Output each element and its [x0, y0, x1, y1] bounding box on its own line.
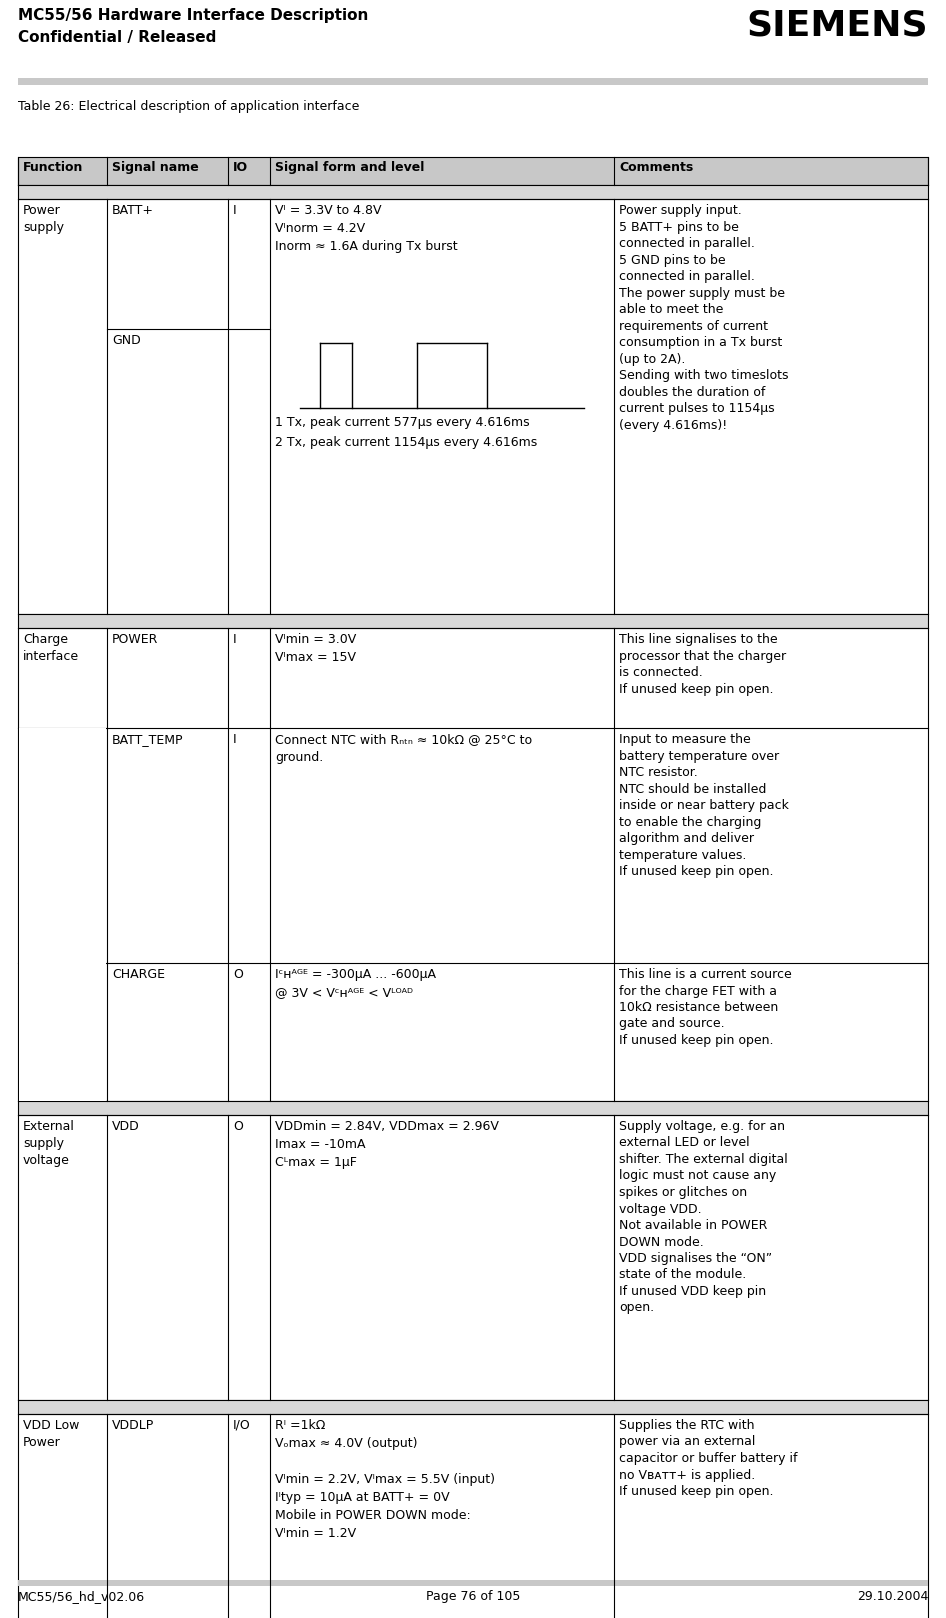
- Text: IO: IO: [234, 162, 249, 175]
- Text: Connect NTC with Rₙₜₙ ≈ 10kΩ @ 25°C to
ground.: Connect NTC with Rₙₜₙ ≈ 10kΩ @ 25°C to g…: [275, 733, 533, 764]
- Text: Comments: Comments: [619, 162, 693, 175]
- Text: I/O: I/O: [234, 1419, 251, 1432]
- Text: Vᴵmin = 3.0V
Vᴵmax = 15V: Vᴵmin = 3.0V Vᴵmax = 15V: [275, 633, 357, 663]
- Text: BATT_TEMP: BATT_TEMP: [113, 733, 184, 746]
- Text: Signal name: Signal name: [113, 162, 199, 175]
- Text: 2 Tx, peak current 1154µs every 4.616ms: 2 Tx, peak current 1154µs every 4.616ms: [275, 435, 537, 450]
- Text: Function: Function: [23, 162, 83, 175]
- Text: Input to measure the
battery temperature over
NTC resistor.
NTC should be instal: Input to measure the battery temperature…: [619, 733, 789, 879]
- Bar: [18, 199, 928, 613]
- Text: Rᴵ =1kΩ
Vₒmax ≈ 4.0V (output)

Vᴵmin = 2.2V, Vᴵmax = 5.5V (input)
Iᴵtyp = 10µA a: Rᴵ =1kΩ Vₒmax ≈ 4.0V (output) Vᴵmin = 2.…: [275, 1419, 495, 1540]
- Text: GND: GND: [113, 333, 141, 346]
- Text: I: I: [234, 733, 236, 746]
- Text: MC55/56_hd_v02.06: MC55/56_hd_v02.06: [18, 1590, 145, 1603]
- Text: MC55/56 Hardware Interface Description: MC55/56 Hardware Interface Description: [18, 8, 368, 23]
- Text: POWER: POWER: [113, 633, 159, 646]
- Text: 1 Tx, peak current 577µs every 4.616ms: 1 Tx, peak current 577µs every 4.616ms: [275, 416, 530, 429]
- Text: Confidential / Released: Confidential / Released: [18, 31, 217, 45]
- Text: VDD Low
Power: VDD Low Power: [23, 1419, 79, 1450]
- Text: Charge
interface: Charge interface: [23, 633, 79, 663]
- Text: Power supply input.
5 BATT+ pins to be
connected in parallel.
5 GND pins to be
c: Power supply input. 5 BATT+ pins to be c…: [619, 204, 789, 432]
- Text: This line signalises to the
processor that the charger
is connected.
If unused k: This line signalises to the processor th…: [619, 633, 786, 696]
- Text: This line is a current source
for the charge FET with a
10kΩ resistance between
: This line is a current source for the ch…: [619, 968, 792, 1047]
- Bar: [18, 1414, 928, 1618]
- Text: Vᴵ = 3.3V to 4.8V
Vᴵnorm = 4.2V
Inorm ≈ 1.6A during Tx burst: Vᴵ = 3.3V to 4.8V Vᴵnorm = 4.2V Inorm ≈ …: [275, 204, 458, 252]
- Bar: [18, 184, 928, 199]
- Text: VDDLP: VDDLP: [113, 1419, 154, 1432]
- Text: VDD: VDD: [113, 1120, 140, 1133]
- Bar: [18, 78, 928, 86]
- Text: Supplies the RTC with
power via an external
capacitor or buffer battery if
no Vʙ: Supplies the RTC with power via an exter…: [619, 1419, 797, 1498]
- Bar: [18, 1581, 928, 1586]
- Text: I: I: [234, 204, 236, 217]
- Text: Signal form and level: Signal form and level: [275, 162, 425, 175]
- Text: SIEMENS: SIEMENS: [746, 8, 928, 42]
- Bar: [18, 613, 928, 628]
- Bar: [19, 728, 106, 1100]
- Bar: [18, 628, 928, 1100]
- Text: O: O: [234, 968, 243, 981]
- Text: Iᶜʜᴬᴳᴱ = -300µA ... -600µA
@ 3V < Vᶜʜᴬᴳᴱ < Vᴸᴼᴬᴰ: Iᶜʜᴬᴳᴱ = -300µA ... -600µA @ 3V < Vᶜʜᴬᴳᴱ…: [275, 968, 436, 998]
- Text: CHARGE: CHARGE: [113, 968, 166, 981]
- Text: O: O: [234, 1120, 243, 1133]
- Text: External
supply
voltage: External supply voltage: [23, 1120, 75, 1167]
- Bar: [18, 1100, 928, 1115]
- Text: I: I: [234, 633, 236, 646]
- Bar: [18, 157, 928, 184]
- Bar: [18, 1115, 928, 1400]
- Bar: [18, 1400, 928, 1414]
- Text: Supply voltage, e.g. for an
external LED or level
shifter. The external digital
: Supply voltage, e.g. for an external LED…: [619, 1120, 788, 1314]
- Text: Power
supply: Power supply: [23, 204, 64, 235]
- Text: VDDmin = 2.84V, VDDmax = 2.96V
Imax = -10mA
Cᴸmax = 1µF: VDDmin = 2.84V, VDDmax = 2.96V Imax = -1…: [275, 1120, 499, 1168]
- Text: 29.10.2004: 29.10.2004: [857, 1590, 928, 1603]
- Text: BATT+: BATT+: [113, 204, 154, 217]
- Text: Table 26: Electrical description of application interface: Table 26: Electrical description of appl…: [18, 100, 359, 113]
- Text: Page 76 of 105: Page 76 of 105: [426, 1590, 520, 1603]
